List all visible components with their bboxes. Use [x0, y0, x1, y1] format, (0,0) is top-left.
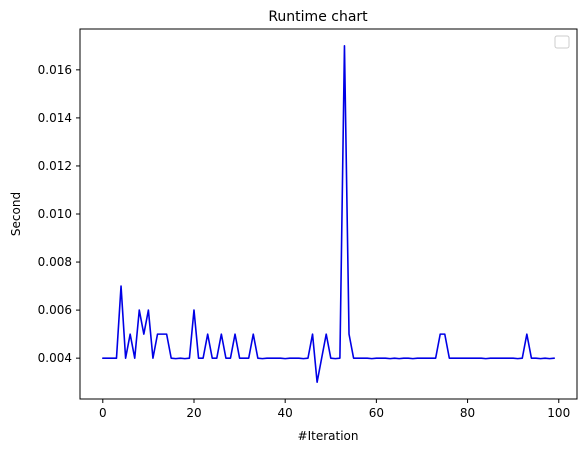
y-tick-label: 0.004 [38, 351, 72, 365]
legend-box [554, 35, 570, 49]
y-tick-label: 0.010 [38, 207, 72, 221]
y-tick-label: 0.008 [38, 255, 72, 269]
x-axis-label: #Iteration [298, 429, 359, 443]
y-axis-label: Second [9, 192, 23, 236]
x-tick-label: 40 [278, 406, 293, 420]
runtime-series-line [102, 45, 556, 383]
chart-title: Runtime chart [268, 9, 368, 25]
x-tick-label: 20 [186, 406, 201, 420]
y-tick-label: 0.014 [38, 111, 72, 125]
y-tick-label: 0.016 [38, 63, 72, 77]
series-layer [102, 45, 556, 383]
x-tick-label: 60 [369, 406, 384, 420]
y-tick-label: 0.012 [38, 159, 72, 173]
y-tick-label: 0.006 [38, 303, 72, 317]
x-tick-label: 80 [460, 406, 475, 420]
plot-area-frame [79, 28, 578, 400]
x-axis-ticks: 0 20 40 60 80 100 [99, 399, 570, 420]
y-axis-ticks: 0.004 0.006 0.008 0.010 0.012 0.014 0.016 [38, 63, 80, 365]
x-tick-label: 100 [547, 406, 570, 420]
x-tick-label: 0 [99, 406, 107, 420]
